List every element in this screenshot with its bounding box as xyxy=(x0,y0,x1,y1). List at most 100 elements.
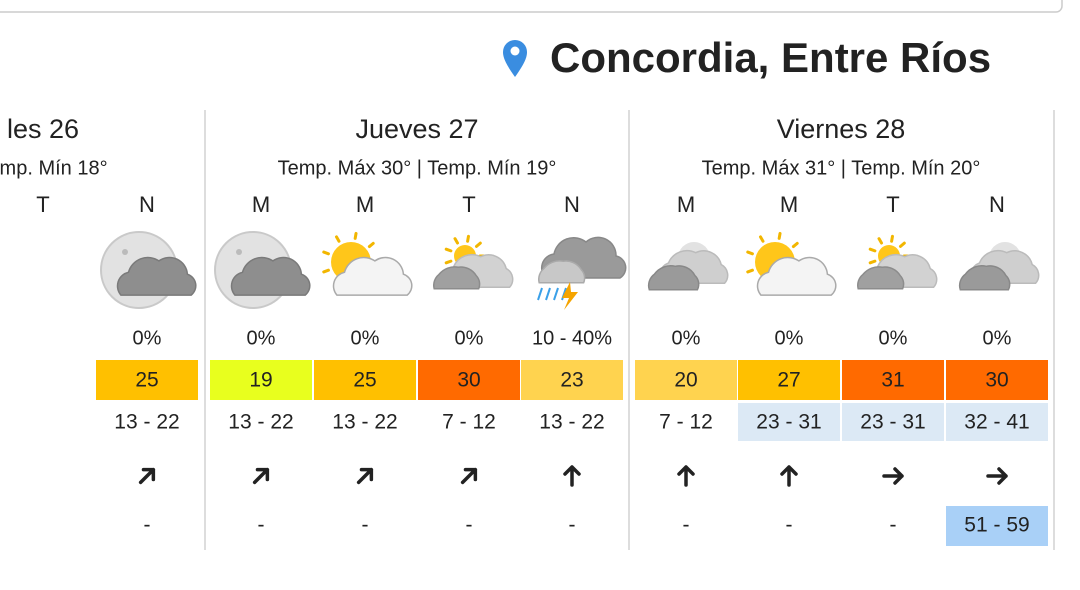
gust: - xyxy=(890,514,897,537)
arrow xyxy=(460,467,478,485)
sun-ray xyxy=(474,241,482,248)
wind-cell xyxy=(738,403,840,441)
feel-value: 31 xyxy=(881,369,904,392)
period-label: T xyxy=(36,192,49,217)
precip: 0% xyxy=(775,327,804,349)
weather-icon xyxy=(647,242,729,291)
feel-value: 30 xyxy=(457,369,480,392)
period-label: M xyxy=(677,192,695,217)
wind-arrow xyxy=(356,467,374,485)
location-title: Concordia, Entre Ríos xyxy=(550,34,991,81)
precip: 0% xyxy=(133,327,162,349)
sun-ray xyxy=(322,268,330,274)
gust: - xyxy=(362,514,369,537)
wind: 32 - 41 xyxy=(964,411,1029,434)
period-label: N xyxy=(989,192,1005,217)
sun-ray xyxy=(868,247,877,253)
rain xyxy=(553,287,559,301)
moon-crater xyxy=(122,249,128,255)
wind-arrow xyxy=(460,467,478,485)
wind-arrow xyxy=(138,467,156,485)
day-temps: Temp. Mín 18° xyxy=(0,157,108,179)
cloud xyxy=(116,256,197,296)
day-temps: Temp. Máx 30° | Temp. Mín 19° xyxy=(278,157,557,179)
feel-cell xyxy=(521,360,623,400)
wind: 7 - 12 xyxy=(442,411,496,434)
cloud xyxy=(857,266,905,290)
day-title: Viernes 28 xyxy=(777,114,906,144)
sun-ray xyxy=(444,247,453,253)
precip: 0% xyxy=(983,327,1012,349)
period-label: M xyxy=(252,192,270,217)
wind-arrow xyxy=(882,467,904,485)
sun-ray xyxy=(322,250,330,256)
feel-cell xyxy=(635,360,737,400)
sun-ray xyxy=(898,241,906,248)
sun-ray xyxy=(791,241,799,249)
period-label: T xyxy=(886,192,899,217)
feel-value: 19 xyxy=(249,369,272,392)
arrow xyxy=(677,465,695,487)
period-label: T xyxy=(462,192,475,217)
precip: 0% xyxy=(247,327,276,349)
search-box[interactable] xyxy=(0,0,1063,13)
sun-ray xyxy=(466,234,470,243)
feel-cell xyxy=(418,360,520,400)
cloud xyxy=(433,266,481,290)
wind: 23 - 31 xyxy=(756,411,821,434)
period-label: M xyxy=(356,192,374,217)
precip: 0% xyxy=(879,327,908,349)
sun-ray xyxy=(353,231,358,240)
precip: 0% xyxy=(672,327,701,349)
wind-arrow xyxy=(252,467,270,485)
cloud xyxy=(958,265,1011,291)
wind: 13 - 22 xyxy=(539,411,604,434)
gust: - xyxy=(144,514,151,537)
day-temps: Temp. Máx 31° | Temp. Mín 20° xyxy=(702,157,981,179)
gust: - xyxy=(683,514,690,537)
weather-icon xyxy=(958,242,1040,291)
gust: - xyxy=(786,514,793,537)
feel-cell xyxy=(946,360,1048,400)
wind-arrow xyxy=(986,467,1008,485)
cloud xyxy=(756,256,837,296)
precip: 10 - 40% xyxy=(532,327,612,349)
arrow xyxy=(986,467,1008,485)
sun-ray xyxy=(746,250,754,256)
arrow xyxy=(563,465,581,487)
weather-icon xyxy=(322,231,413,296)
weather-icon xyxy=(214,231,311,309)
rain xyxy=(545,287,551,301)
wind: 13 - 22 xyxy=(332,411,397,434)
rain xyxy=(537,287,543,301)
wind: 13 - 22 xyxy=(228,411,293,434)
gust: - xyxy=(258,514,265,537)
location-pin xyxy=(503,40,527,77)
feel-cell xyxy=(210,360,312,400)
wind: 23 - 31 xyxy=(860,411,925,434)
feel-value: 20 xyxy=(674,369,697,392)
arrow xyxy=(780,465,798,487)
day-title: les 26 xyxy=(7,114,79,144)
weather-icon xyxy=(857,234,938,290)
day-title: Jueves 27 xyxy=(355,114,478,144)
wind-cell xyxy=(946,403,1048,441)
feel-value: 23 xyxy=(560,369,583,392)
sun-ray xyxy=(759,235,765,243)
cloud xyxy=(332,256,413,296)
wind-cell xyxy=(842,403,944,441)
sun-ray xyxy=(453,237,459,245)
sun-ray xyxy=(877,237,883,245)
feel-cell xyxy=(842,360,944,400)
weather-icon xyxy=(537,236,627,310)
arrow xyxy=(882,467,904,485)
moon-crater xyxy=(236,249,242,255)
cloud xyxy=(647,265,700,291)
wind: 7 - 12 xyxy=(659,411,713,434)
weather-icon xyxy=(746,231,837,296)
weather-icon xyxy=(433,234,514,290)
wind-arrow xyxy=(563,465,581,487)
gust: - xyxy=(466,514,473,537)
